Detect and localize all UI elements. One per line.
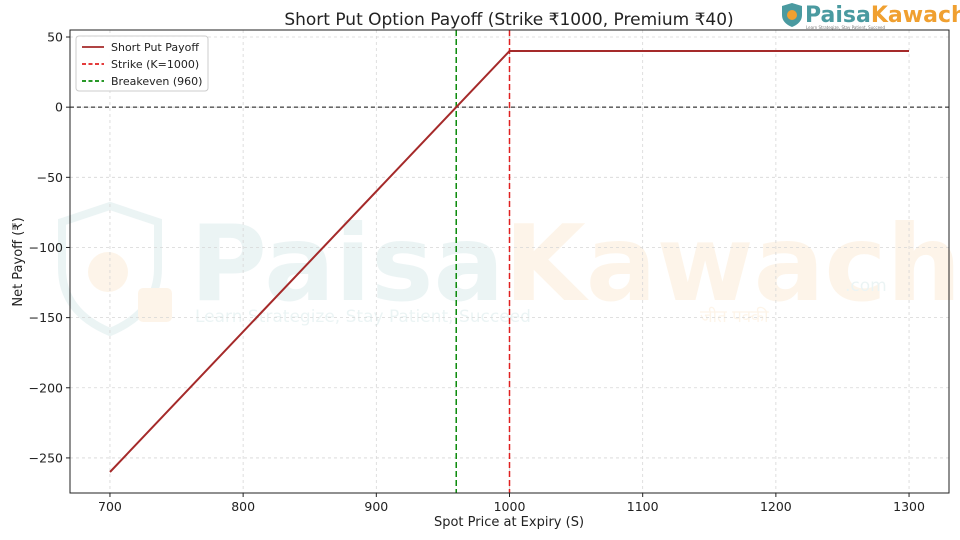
x-tick-label: 800 bbox=[231, 499, 255, 514]
brand-logo: PaisaKawach Learn Strategize, Stay Patie… bbox=[782, 3, 960, 30]
y-tick-label: 0 bbox=[55, 100, 63, 115]
watermark: PaisaKawach .com Learn Strategize, Stay … bbox=[58, 201, 960, 337]
x-tick-label: 900 bbox=[364, 499, 388, 514]
logo-tagline: Learn Strategize, Stay Patient, Succeed bbox=[806, 25, 886, 30]
y-axis-title: Net Payoff (₹) bbox=[11, 217, 26, 306]
legend-label: Short Put Payoff bbox=[111, 41, 199, 54]
y-tick-label: 50 bbox=[47, 30, 63, 45]
y-tick-label: −200 bbox=[29, 380, 63, 395]
y-axis-ticks: 50 0 −50 −100 −150 −200 −250 bbox=[29, 30, 70, 465]
series-line-short-put-payoff bbox=[109, 50, 909, 473]
grid-lines bbox=[70, 30, 949, 493]
legend: Short Put Payoff Strike (K=1000) Breakeven… bbox=[75, 35, 209, 92]
x-tick-label: 1300 bbox=[893, 499, 925, 514]
legend-label: Strike (K=1000) bbox=[111, 58, 199, 71]
watermark-domain: .com bbox=[845, 276, 887, 296]
x-axis-title: Spot Price at Expiry (S) bbox=[434, 515, 584, 530]
y-tick-label: −150 bbox=[29, 310, 63, 325]
chart-title: Short Put Option Payoff (Strike ₹1000, P… bbox=[284, 10, 733, 30]
legend-box bbox=[75, 35, 209, 92]
x-axis-ticks: 700 800 900 1000 1100 1200 1300 bbox=[98, 493, 925, 514]
watermark-rupee-icon bbox=[88, 252, 128, 292]
x-tick-label: 1100 bbox=[627, 499, 659, 514]
legend-label: Breakeven (960) bbox=[111, 75, 202, 88]
x-tick-label: 700 bbox=[98, 499, 122, 514]
x-tick-label: 1200 bbox=[760, 499, 792, 514]
y-tick-label: −50 bbox=[37, 170, 63, 185]
logo-text: PaisaKawach bbox=[805, 3, 960, 28]
y-tick-label: −250 bbox=[29, 450, 63, 465]
watermark-lock-icon bbox=[138, 288, 172, 322]
series-lines bbox=[109, 50, 909, 473]
watermark-tagline-hindi: जीत पक्की bbox=[700, 306, 769, 327]
watermark-tagline: Learn Strategize, Stay Patient, Succeed bbox=[195, 307, 531, 327]
y-tick-label: −100 bbox=[29, 240, 63, 255]
logo-rupee-icon bbox=[787, 10, 797, 20]
x-tick-label: 1000 bbox=[494, 499, 526, 514]
